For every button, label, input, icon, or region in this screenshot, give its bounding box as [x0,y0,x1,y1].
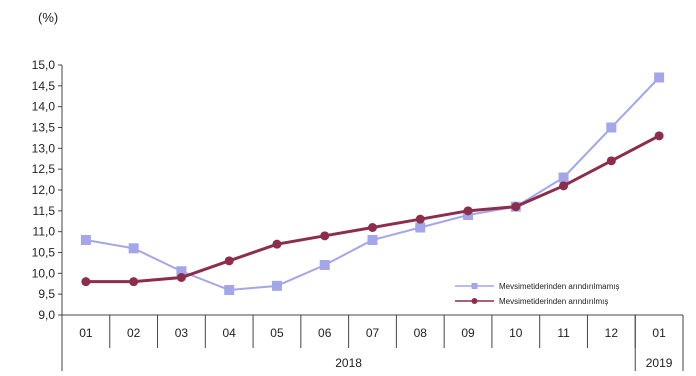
data-point-circle [129,277,139,287]
data-point-square [319,260,330,270]
data-point-circle [606,156,616,166]
data-point-square [128,243,139,254]
y-tick-labels: 9,0 9,5 10,0 10,5 11,0 11,5 12,0 12,5 13,0 13,5 14… [32,58,62,322]
x-group-label: 2018 [335,356,362,370]
data-point-square [80,235,91,245]
y-tick-label: 10,0 [32,266,56,280]
plot-area [80,72,665,295]
data-point-circle [511,202,521,212]
y-tick-label: 11,0 [33,225,56,239]
data-point-square [224,285,235,295]
x-tick-label: 08 [414,326,428,340]
data-point-circle [415,214,425,224]
legend-label: Mevsimetiderinden arındırılmış [499,297,608,306]
data-point-circle [463,206,473,216]
x-tick-label: 05 [270,326,284,340]
x-tick-labels: 01 02 03 04 05 06 07 08 09 10 11 12 01 [79,326,666,340]
y-tick-label: 9,0 [38,308,55,322]
x-tick-label: 06 [318,326,332,340]
legend-marker-circle [471,298,478,304]
data-point-square [271,280,282,291]
y-tick-label: 9,5 [38,287,55,301]
y-tick-label: 10,5 [32,246,56,260]
x-tick-label: 09 [461,326,475,340]
legend-label: Mevsimetiderinden arındırılmamış [499,282,619,291]
data-point-square [558,172,569,183]
data-point-circle [368,223,377,232]
y-tick-label: 12,5 [32,162,56,176]
data-point-circle [320,231,330,241]
chart-axes [61,65,684,371]
y-tick-label: 14,0 [32,100,56,114]
data-point-circle [654,131,664,141]
series-line [85,76,660,292]
legend-marker-square [471,283,478,289]
data-point-square [367,235,378,245]
y-tick-label: 14,5 [32,79,56,93]
data-point-circle [81,277,91,287]
data-point-square [654,72,665,83]
y-tick-label: 13,5 [32,121,56,135]
data-point-square [606,122,617,133]
x-tick-label: 07 [366,326,380,340]
data-point-square [415,222,426,233]
x-group-label: 2019 [646,356,673,370]
data-point-square [176,266,187,277]
data-point-circle [272,239,282,249]
x-tick-label: 11 [557,326,570,340]
x-tick-label: 04 [223,326,237,340]
series-line [85,134,660,284]
y-tick-label: 11,5 [33,204,56,218]
x-tick-label: 03 [175,326,189,340]
x-tick-label: 12 [605,326,619,340]
data-point-circle [224,256,234,266]
data-point-circle [176,273,186,282]
chart-legend: Mevsimetiderinden arındırılmamış Mevsimet… [455,282,619,306]
x-tick-label: 10 [509,326,523,340]
x-group-labels: 2018 2019 [335,356,673,370]
x-tick-label: 02 [127,326,141,340]
y-tick-label: 13,0 [32,141,56,155]
x-tick-label: 01 [79,326,93,340]
x-tick-label: 01 [652,326,666,340]
y-unit-label: (%) [38,10,59,25]
data-point-circle [559,181,569,191]
y-tick-label: 15,0 [32,58,56,72]
y-tick-label: 12,0 [32,183,56,197]
